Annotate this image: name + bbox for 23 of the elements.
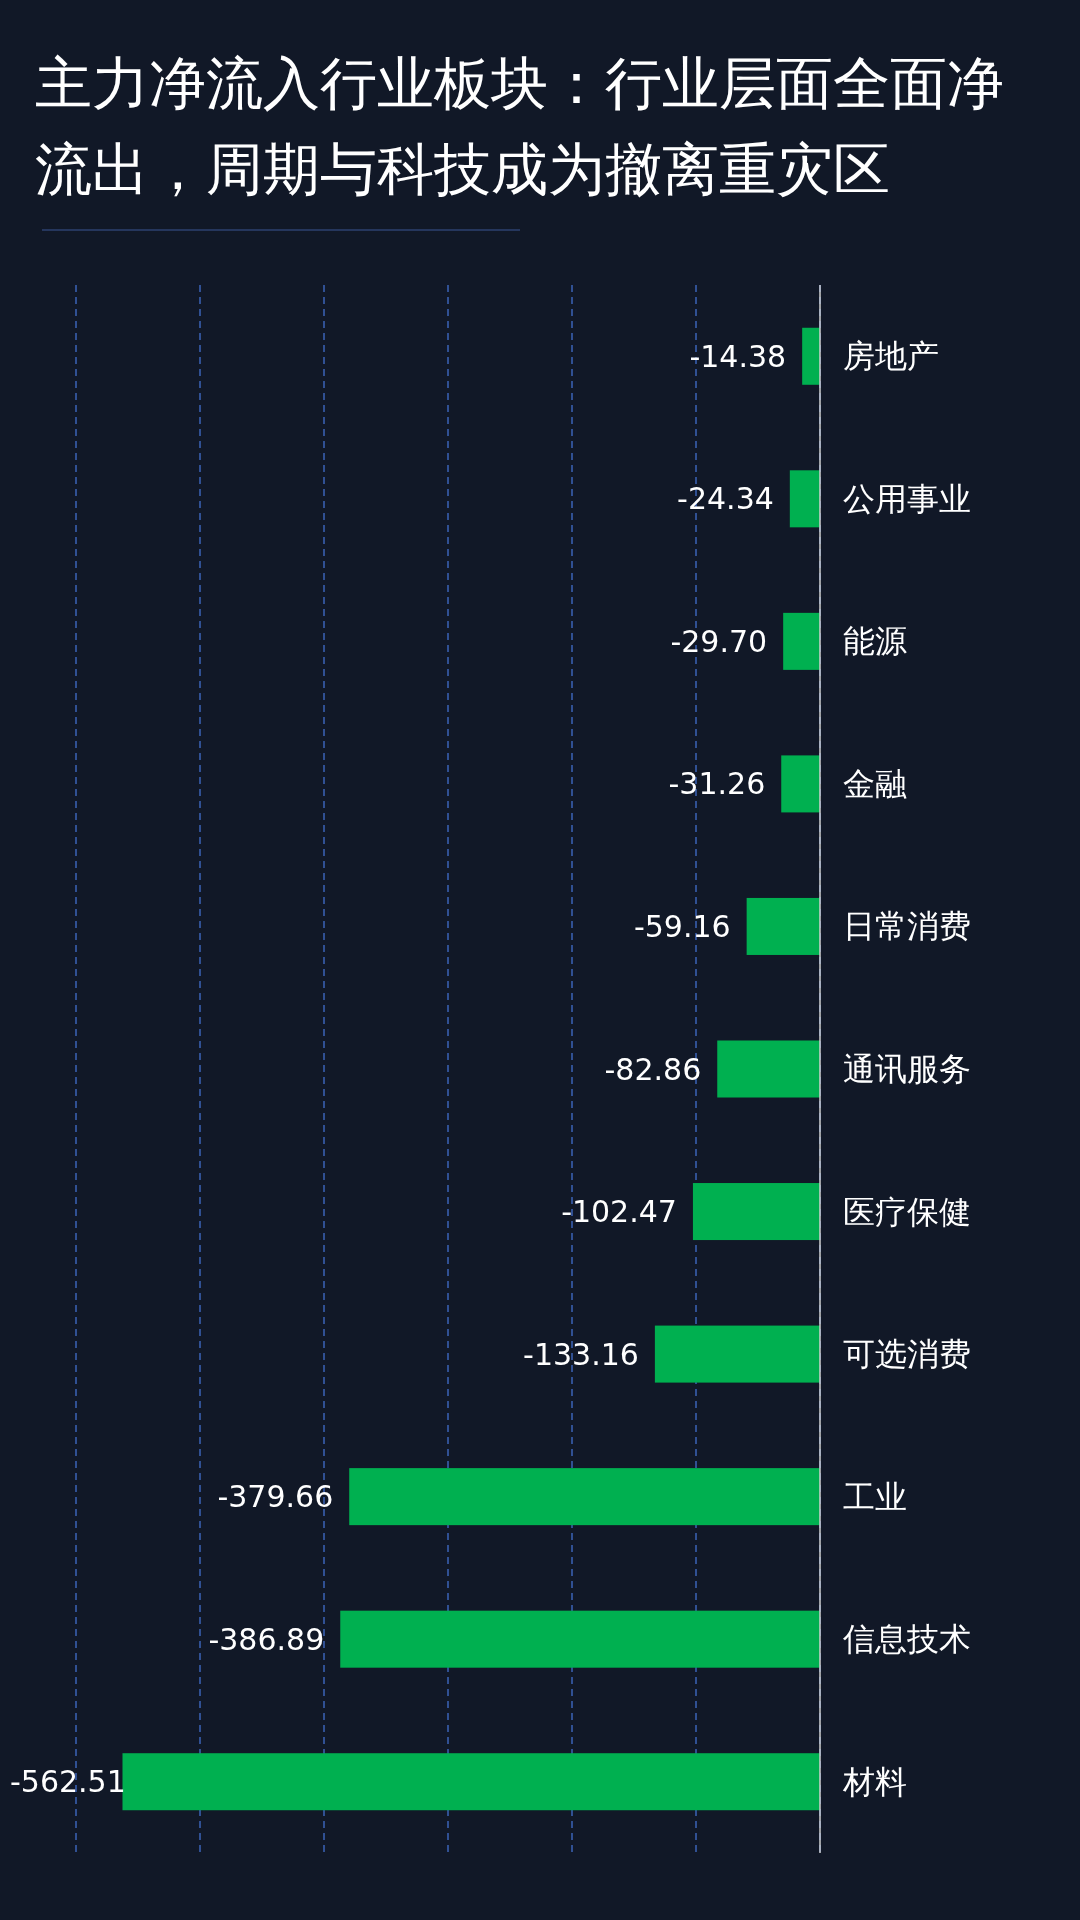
data-label: -379.66 — [217, 1479, 334, 1515]
y-tick-label: 房地产 — [843, 337, 939, 376]
y-tick-label: 金融 — [843, 764, 907, 803]
y-tick-label: 材料 — [842, 1762, 907, 1801]
data-label: -59.16 — [633, 908, 731, 944]
y-tick-label: 可选消费 — [843, 1335, 971, 1374]
data-label: -133.16 — [523, 1336, 639, 1372]
chart-title: 主力净流入行业板块：行业层面全面净流出，周期与科技成为撤离重灾区 — [35, 49, 1005, 204]
data-label: -29.70 — [670, 623, 768, 659]
data-label: -14.38 — [689, 338, 787, 374]
y-tick-label: 能源 — [843, 622, 907, 661]
y-tick-label: 信息技术 — [843, 1620, 971, 1659]
y-tick-label: 工业 — [843, 1477, 907, 1516]
y-tick-label: 通讯服务 — [843, 1050, 971, 1088]
y-tick-label: 日常消费 — [843, 907, 971, 946]
y-tick-label: 医疗保健 — [843, 1192, 971, 1231]
data-label: -102.47 — [561, 1194, 677, 1230]
data-label: -82.86 — [604, 1051, 702, 1087]
data-label: -24.34 — [677, 481, 774, 517]
data-label: -386.89 — [208, 1621, 325, 1657]
y-tick-label: 公用事业 — [843, 479, 971, 518]
data-label: -562.51 — [10, 1764, 126, 1800]
data-label: -31.26 — [668, 766, 766, 802]
